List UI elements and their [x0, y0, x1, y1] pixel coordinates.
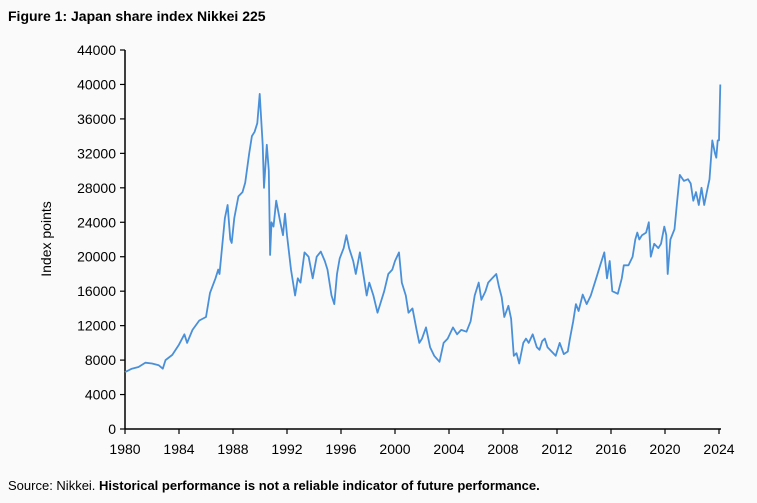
x-tick-label: 2000: [379, 441, 410, 457]
y-tick-label: 0: [108, 421, 116, 437]
y-tick-label: 32000: [77, 145, 116, 161]
y-tick-label: 20000: [77, 249, 116, 265]
x-tick-label: 2012: [541, 441, 572, 457]
axes: 0 4000 8000 12000 16000 20000 24000 28000 32000 3…: [77, 42, 735, 457]
y-tick-label: 4000: [85, 387, 116, 403]
y-axis-label: Index points: [38, 201, 54, 277]
y-tick-label: 24000: [77, 214, 116, 230]
nikkei-line: [124, 84, 722, 373]
y-tick-label: 36000: [77, 111, 116, 127]
source-prefix: Source: Nikkei.: [8, 478, 96, 493]
y-tick-label: 16000: [77, 283, 116, 299]
y-tick-label: 44000: [77, 42, 116, 58]
chart-title: Figure 1: Japan share index Nikkei 225: [8, 8, 266, 24]
x-tick-label: 2004: [433, 441, 464, 457]
x-tick-label: 2008: [487, 441, 518, 457]
x-tick-label: 1992: [271, 441, 302, 457]
series-line: [124, 84, 722, 373]
x-tick-label: 2024: [703, 441, 734, 457]
y-tick-label: 40000: [77, 76, 116, 92]
x-tick-label: 2020: [649, 441, 680, 457]
x-tick-label: 2016: [595, 441, 626, 457]
y-tick-label: 12000: [77, 318, 116, 334]
y-tick-label: 8000: [85, 352, 116, 368]
x-tick-label: 1996: [325, 441, 356, 457]
x-tick-label: 1980: [109, 441, 140, 457]
y-tick-label: 28000: [77, 180, 116, 196]
x-tick-label: 1988: [217, 441, 248, 457]
disclaimer: Historical performance is not a reliable…: [99, 478, 540, 493]
source-note: Source: Nikkei. Historical performance i…: [8, 478, 540, 493]
x-tick-label: 1984: [163, 441, 194, 457]
